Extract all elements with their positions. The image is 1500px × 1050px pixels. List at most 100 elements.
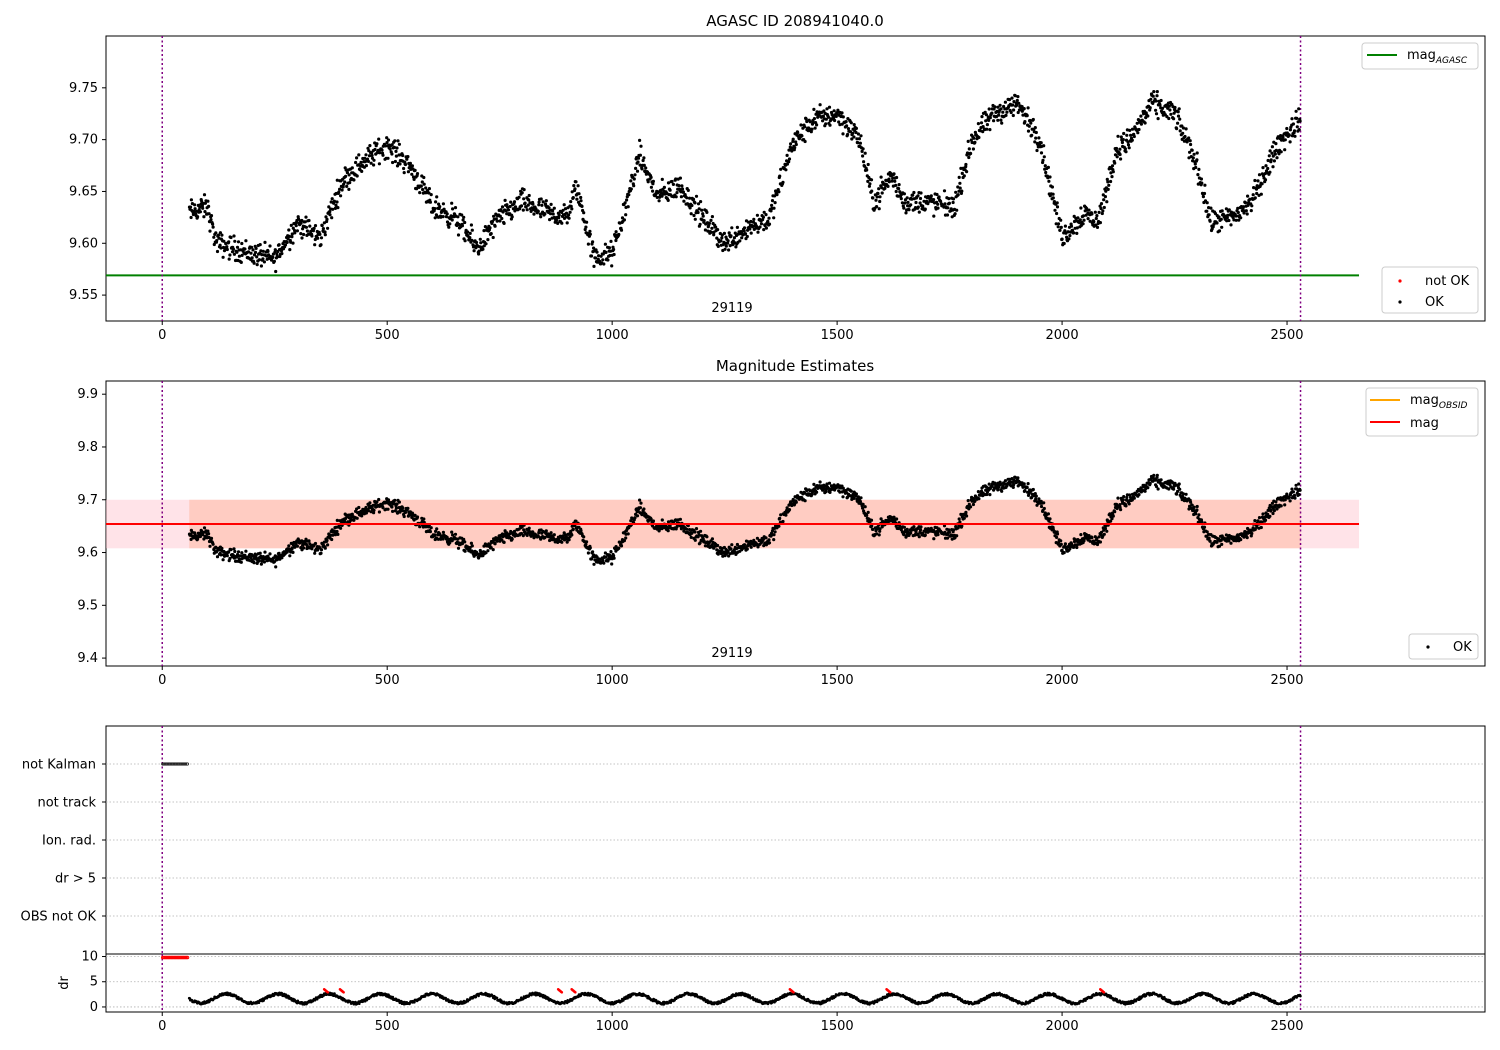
ok-point bbox=[418, 191, 422, 195]
ok-point bbox=[225, 245, 229, 249]
ok-point bbox=[274, 269, 278, 274]
ok-point bbox=[393, 159, 397, 164]
ok-point bbox=[456, 233, 461, 237]
ok-point bbox=[789, 142, 793, 146]
ok-point bbox=[846, 127, 851, 131]
ok-point bbox=[1039, 504, 1044, 509]
ok-point bbox=[569, 204, 573, 208]
ok-point bbox=[1193, 162, 1197, 166]
ok-point bbox=[415, 515, 420, 519]
ok-point bbox=[716, 228, 720, 232]
ok-point bbox=[1200, 520, 1204, 524]
ok-point bbox=[1105, 529, 1109, 533]
ok-point bbox=[398, 162, 402, 166]
ok-point bbox=[532, 212, 536, 216]
ok-point bbox=[1288, 140, 1292, 144]
ok-point bbox=[887, 519, 891, 523]
ok-point bbox=[869, 178, 874, 182]
ok-point bbox=[1194, 512, 1198, 516]
ok-point bbox=[579, 195, 583, 200]
ok-point bbox=[217, 548, 221, 552]
ok-point bbox=[638, 506, 643, 510]
ok-point bbox=[207, 532, 211, 536]
ok-point bbox=[246, 250, 251, 254]
ok-point bbox=[1077, 221, 1082, 225]
ok-point bbox=[222, 239, 226, 243]
ok-point bbox=[470, 228, 474, 232]
ok-point bbox=[1215, 540, 1219, 544]
legend-mag-label: mag bbox=[1410, 416, 1439, 431]
ok-point bbox=[812, 482, 816, 486]
ok-point bbox=[1137, 493, 1141, 497]
ok-point bbox=[877, 187, 881, 191]
ok-point bbox=[1178, 117, 1182, 121]
ok-point bbox=[1256, 519, 1260, 523]
ok-point bbox=[1132, 134, 1136, 139]
ok-point bbox=[304, 225, 308, 229]
ok-point bbox=[1273, 152, 1277, 156]
ok-point bbox=[470, 238, 474, 242]
ok-point bbox=[1026, 129, 1031, 133]
ok-point bbox=[729, 547, 733, 551]
ok-point bbox=[1253, 196, 1257, 200]
ok-point bbox=[1105, 200, 1109, 204]
ok-point bbox=[1022, 107, 1026, 111]
ok-point bbox=[1234, 214, 1239, 218]
ok-point bbox=[377, 137, 381, 141]
ok-point bbox=[1132, 496, 1136, 500]
ok-point bbox=[689, 212, 693, 216]
ok-point bbox=[651, 189, 655, 193]
ok-point bbox=[638, 138, 642, 142]
ok-point bbox=[394, 154, 398, 158]
ok-point bbox=[1219, 217, 1223, 221]
ok-point bbox=[614, 238, 618, 243]
ok-point bbox=[425, 189, 430, 193]
ok-point bbox=[981, 130, 985, 134]
ok-point bbox=[237, 557, 241, 561]
ok-point bbox=[1201, 195, 1205, 199]
ok-point bbox=[510, 537, 514, 541]
ok-point bbox=[339, 526, 343, 530]
ok-point bbox=[486, 238, 490, 242]
ok-point bbox=[1059, 218, 1063, 222]
ok-point bbox=[602, 262, 606, 266]
ok-point bbox=[313, 224, 318, 228]
ok-point bbox=[1229, 541, 1233, 545]
ok-point bbox=[309, 229, 313, 234]
ok-point bbox=[447, 225, 451, 229]
ok-point bbox=[278, 254, 282, 259]
ok-point bbox=[852, 135, 856, 139]
ok-point bbox=[644, 166, 648, 170]
ok-point bbox=[1041, 158, 1045, 162]
ok-point bbox=[403, 510, 408, 514]
ok-point bbox=[326, 543, 330, 547]
ok-point bbox=[474, 240, 479, 245]
ok-point bbox=[790, 149, 794, 153]
ok-point bbox=[522, 188, 526, 192]
ok-point bbox=[985, 123, 990, 127]
ok-point bbox=[422, 182, 426, 186]
ok-point bbox=[1196, 173, 1200, 177]
ok-point bbox=[1143, 489, 1147, 493]
ok-point bbox=[804, 117, 808, 121]
ok-point bbox=[699, 529, 703, 533]
ok-point bbox=[1181, 492, 1185, 496]
ok-point bbox=[420, 180, 424, 184]
ok-point bbox=[657, 199, 661, 203]
ok-point bbox=[326, 226, 330, 230]
ok-point bbox=[273, 250, 277, 254]
ok-point bbox=[1118, 152, 1122, 157]
ok-point bbox=[1283, 503, 1287, 507]
ok-point bbox=[784, 168, 788, 172]
ok-point bbox=[1279, 504, 1283, 508]
ok-point bbox=[391, 509, 395, 513]
ok-point bbox=[486, 549, 490, 553]
ok-point bbox=[1003, 479, 1008, 483]
ok-point bbox=[770, 203, 774, 207]
ok-point bbox=[347, 516, 351, 520]
ok-point bbox=[629, 179, 633, 183]
ok-point bbox=[907, 208, 911, 212]
ok-point bbox=[395, 502, 399, 506]
ok-point bbox=[271, 255, 275, 259]
ok-point bbox=[1058, 228, 1062, 232]
